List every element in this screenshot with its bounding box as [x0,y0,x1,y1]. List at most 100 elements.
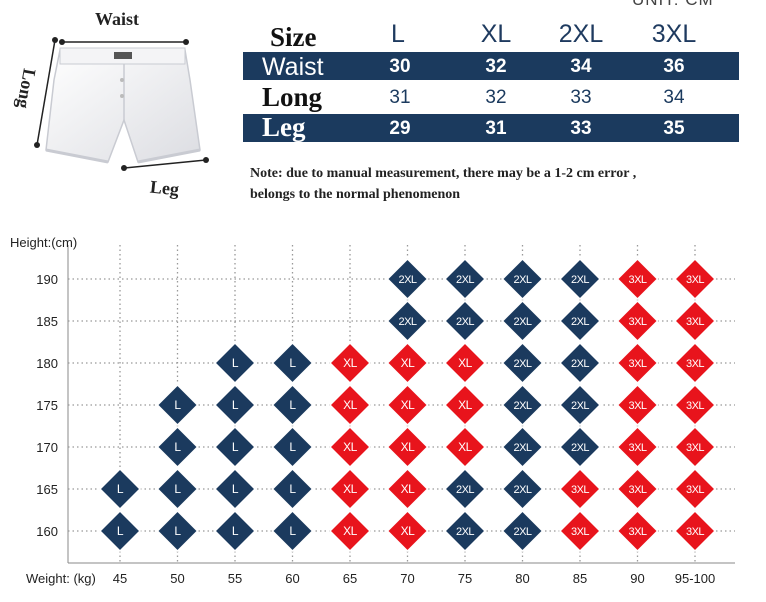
size-mark-xl: XL [386,509,429,553]
row-label-long: Long [262,82,323,112]
size-mark-3xl: 3XL [673,467,717,511]
row-label-waist: Waist [262,53,324,81]
svg-text:3XL: 3XL [686,526,704,538]
svg-text:XL: XL [343,398,358,412]
table-cell: 32 [485,56,507,77]
svg-text:2XL: 2XL [456,526,474,538]
y-tick-label: 165 [36,482,58,497]
svg-text:L: L [232,356,239,370]
x-tick-label: 75 [458,571,472,586]
svg-text:2XL: 2XL [513,484,531,496]
size-mark-2xl: 2XL [443,299,487,343]
size-mark-l: L [98,467,142,511]
svg-text:2XL: 2XL [398,274,416,286]
svg-text:L: L [232,482,239,496]
size-mark-xl: XL [386,341,429,385]
table-cell: 31 [485,118,507,139]
svg-text:L: L [289,524,296,538]
svg-text:2XL: 2XL [571,274,589,286]
waist-label: Waist [95,9,140,29]
col-head-xl: XL [480,20,512,48]
unit-label: UNIT: CM [632,0,714,10]
svg-text:L: L [289,356,296,370]
x-tick-label: 45 [113,571,127,586]
x-tick-label: 60 [285,571,299,586]
leg-label: Leg [149,176,181,200]
svg-text:L: L [232,524,239,538]
size-mark-2xl: 2XL [501,509,544,553]
svg-text:XL: XL [343,482,358,496]
y-tick-label: 185 [36,314,58,329]
x-tick-label: 90 [630,571,644,586]
svg-text:L: L [117,482,124,496]
svg-text:3XL: 3XL [628,484,646,496]
svg-text:3XL: 3XL [628,442,646,454]
size-mark-l: L [98,509,142,553]
table-cell: 33 [570,118,592,139]
table-cell: 35 [663,118,685,139]
table-cell: 32 [485,87,507,108]
svg-text:XL: XL [458,440,473,454]
svg-text:L: L [289,398,296,412]
size-mark-l: L [271,509,314,553]
svg-text:L: L [174,440,181,454]
svg-text:XL: XL [343,524,358,538]
svg-text:2XL: 2XL [513,442,531,454]
svg-text:XL: XL [401,440,416,454]
size-mark-2xl: 2XL [443,509,487,553]
size-mark-3xl: 3XL [673,383,717,427]
size-mark-l: L [213,467,257,511]
size-mark-3xl: 3XL [616,383,659,427]
note-line-2: belongs to the normal phenomenon [250,187,461,202]
col-head-3xl: 3XL [651,20,697,48]
size-mark-xl: XL [328,383,372,427]
svg-text:2XL: 2XL [571,316,589,328]
svg-text:XL: XL [343,440,358,454]
svg-text:2XL: 2XL [513,316,531,328]
svg-text:2XL: 2XL [456,274,474,286]
svg-text:3XL: 3XL [686,400,704,412]
size-mark-l: L [156,425,199,469]
size-mark-l: L [156,467,199,511]
size-mark-3xl: 3XL [616,467,659,511]
svg-text:L: L [174,524,181,538]
size-mark-3xl: 3XL [673,257,717,301]
size-mark-l: L [156,509,199,553]
svg-text:3XL: 3XL [571,484,589,496]
svg-text:L: L [174,398,181,412]
y-tick-label: 160 [36,524,58,539]
table-row-band [243,52,739,80]
x-tick-label: 65 [343,571,357,586]
svg-text:L: L [232,440,239,454]
x-tick-label: 80 [515,571,529,586]
svg-text:XL: XL [401,524,416,538]
size-mark-l: L [213,509,257,553]
svg-text:3XL: 3XL [686,442,704,454]
svg-text:L: L [289,482,296,496]
table-cell: 29 [389,118,411,139]
svg-text:3XL: 3XL [571,526,589,538]
y-axis-label: Height:(cm) [10,235,77,250]
size-mark-3xl: 3XL [558,509,602,553]
svg-text:XL: XL [458,356,473,370]
size-mark-xl: XL [443,341,487,385]
table-cell: 34 [663,87,685,108]
size-mark-l: L [213,425,257,469]
size-mark-2xl: 2XL [501,299,544,343]
svg-text:3XL: 3XL [686,274,704,286]
size-mark-2xl: 2XL [443,257,487,301]
size-mark-xl: XL [328,425,372,469]
x-tick-label: 85 [573,571,587,586]
size-mark-3xl: 3XL [673,425,717,469]
svg-text:XL: XL [401,356,416,370]
table-cell: 33 [570,87,592,108]
table-cell: 36 [663,56,685,77]
size-mark-xl: XL [386,383,429,427]
size-mark-2xl: 2XL [558,257,602,301]
svg-text:XL: XL [458,398,473,412]
col-head-l: L [391,20,405,48]
size-mark-3xl: 3XL [616,299,659,343]
x-tick-label: 70 [400,571,414,586]
col-head-2xl: 2XL [558,20,604,48]
size-mark-2xl: 2XL [386,299,429,343]
